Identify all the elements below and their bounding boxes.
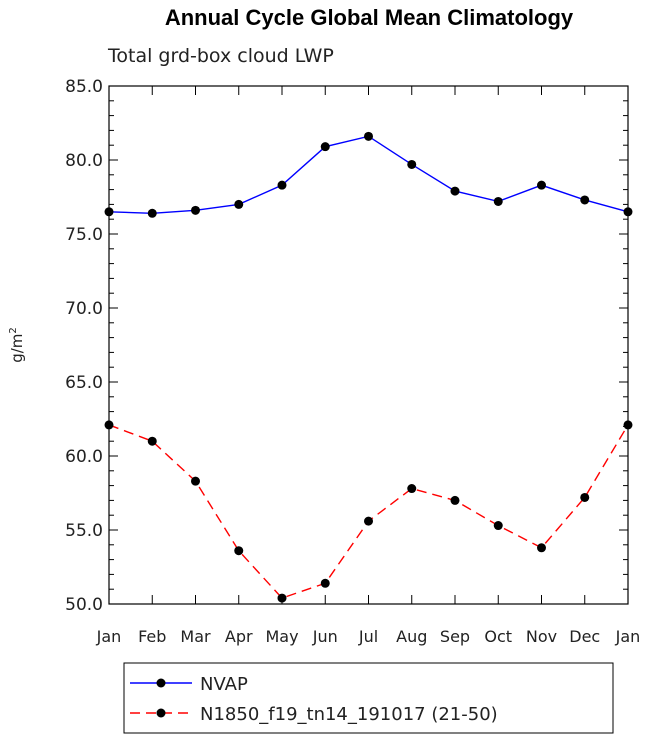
y-tick-label: 50.0 <box>65 595 103 615</box>
plot-frame <box>108 85 629 605</box>
x-tick-label: Sep <box>440 627 470 646</box>
series-0-point <box>537 180 546 190</box>
legend-marker-model <box>156 708 166 718</box>
y-tick-label: 65.0 <box>65 373 103 393</box>
series-1-point <box>147 436 157 446</box>
series-0-point <box>277 180 287 190</box>
series-1-point <box>407 484 417 494</box>
series-0-point <box>104 207 114 217</box>
series-1-point <box>450 495 460 505</box>
x-tick-label: Jun <box>312 627 338 646</box>
series-1-point <box>623 420 633 430</box>
x-tick-label: Jan <box>615 627 641 646</box>
x-tick-label: Apr <box>225 627 253 646</box>
plot-border <box>108 85 629 605</box>
series-1-point <box>320 578 330 588</box>
series-0-point <box>320 142 330 152</box>
chart-subtitle: Total grd-box cloud LWP <box>107 45 334 67</box>
x-tick-label: Jul <box>358 627 378 646</box>
y-axis-label-unit: g/m <box>8 334 26 363</box>
legend: NVAP N1850_f19_tn14_191017 (21-50) <box>123 662 614 734</box>
x-tick-label: Mar <box>180 627 211 646</box>
series-1-point <box>191 476 200 486</box>
series-1-point <box>277 593 287 603</box>
series-0-point <box>407 159 417 169</box>
series-1-point <box>580 492 590 502</box>
y-tick-label: 60.0 <box>65 447 103 467</box>
series-line-0 <box>108 135 629 214</box>
series-1-point <box>234 546 244 556</box>
series-0-point <box>580 195 590 205</box>
x-tick-label: May <box>265 627 298 646</box>
series-layer <box>104 131 633 603</box>
series-1-point <box>104 420 114 430</box>
series-line-1 <box>108 424 629 599</box>
y-tick-label: 70.0 <box>65 299 103 319</box>
series-0-point <box>364 131 373 141</box>
x-axis-ticks: Jan Feb Mar Apr May Jun Jul Aug Sep Oct Nov Dec Jan <box>96 86 641 646</box>
x-tick-label: Feb <box>138 627 166 646</box>
x-tick-label: Jan <box>96 627 122 646</box>
y-axis-label-superscript: 2 <box>8 327 19 333</box>
y-tick-label: 85.0 <box>65 77 103 97</box>
series-1-point <box>364 516 373 526</box>
y-axis-ticks: 50.0 55.0 60.0 65.0 70.0 75.0 80.0 85.0 <box>65 77 628 615</box>
x-tick-label: Dec <box>569 627 600 646</box>
chart-title: Annual Cycle Global Mean Climatology <box>165 5 574 30</box>
x-tick-label: Nov <box>526 627 557 646</box>
series-0-point <box>191 205 200 215</box>
legend-box <box>123 662 614 734</box>
y-tick-label: 75.0 <box>65 225 103 245</box>
series-0-point <box>450 186 460 196</box>
series-1-point <box>493 521 503 531</box>
series-0-point <box>234 199 244 209</box>
x-tick-label: Aug <box>396 627 427 646</box>
y-axis-label: g/m2 <box>8 327 26 363</box>
legend-label-nvap: NVAP <box>200 674 248 695</box>
series-0-point <box>147 208 157 218</box>
y-tick-label: 55.0 <box>65 521 103 541</box>
series-1-point <box>537 543 546 553</box>
x-tick-label: Oct <box>484 627 512 646</box>
y-tick-label: 80.0 <box>65 151 103 171</box>
series-0-point <box>493 196 503 206</box>
legend-label-model: N1850_f19_tn14_191017 (21-50) <box>200 704 498 725</box>
legend-marker-nvap <box>156 678 166 688</box>
series-0-point <box>623 207 633 217</box>
